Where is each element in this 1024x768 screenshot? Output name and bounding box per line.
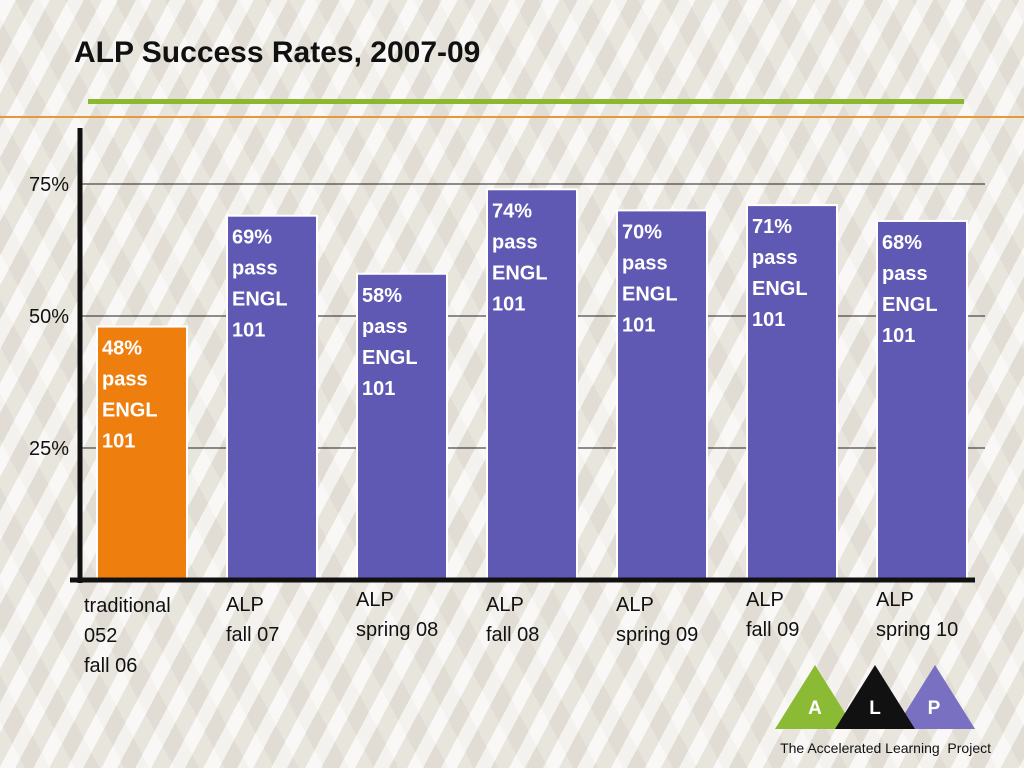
bar-data-label: pass (882, 263, 928, 285)
bar-data-label: 58% (362, 285, 402, 307)
x-category-label: fall 08 (486, 624, 539, 646)
bar-data-label: ENGL (622, 283, 678, 305)
x-category-label: fall 07 (226, 624, 279, 646)
y-tick-label: 50% (29, 306, 69, 328)
bar-data-label: 69% (232, 227, 272, 249)
bar-data-label: 101 (492, 293, 525, 315)
x-category-label: ALP (616, 594, 654, 616)
x-category-label: traditional (84, 595, 171, 617)
bar-data-label: ENGL (882, 294, 938, 316)
logo-triangle-p (895, 665, 975, 729)
bar-data-label: pass (492, 231, 538, 253)
bar-data-label: 101 (622, 314, 655, 336)
title-underline-green (88, 99, 964, 104)
bar-data-label: ENGL (492, 262, 548, 284)
alp-logo: A L P (775, 665, 975, 729)
bar-data-label: 48% (102, 338, 142, 360)
logo-letter-l: L (869, 698, 881, 719)
bar-data-label: pass (752, 247, 798, 269)
x-category-label: fall 06 (84, 655, 137, 677)
bar-data-label: pass (622, 252, 668, 274)
x-category-label: ALP (746, 589, 784, 611)
x-category-label: spring 09 (616, 624, 698, 646)
x-category-label: ALP (486, 594, 524, 616)
logo-letter-a: A (808, 698, 822, 719)
bar-data-label: pass (232, 258, 278, 280)
x-category-label: fall 09 (746, 619, 799, 641)
logo-triangle-l (835, 665, 915, 729)
bar (876, 219, 968, 582)
bar-data-label: 70% (622, 221, 662, 243)
x-category-label: ALP (226, 594, 264, 616)
bar-data-label: ENGL (752, 278, 808, 300)
bar (96, 325, 188, 581)
logo-letter-p: P (928, 698, 941, 719)
bar (226, 214, 318, 581)
bar-data-label: 101 (882, 325, 915, 347)
bar-data-label: 101 (102, 431, 135, 453)
bar-data-label: 101 (752, 309, 785, 331)
x-category-label: ALP (356, 589, 394, 611)
bar (356, 272, 448, 581)
bar-data-label: 68% (882, 232, 922, 254)
bar-chart: 25% 50% 75% 48% pass ENGL 101 traditional 052 fal… (29, 128, 985, 677)
bar-data-label: ENGL (102, 400, 158, 422)
y-tick-label: 75% (29, 174, 69, 196)
x-category-label: spring 08 (356, 619, 438, 641)
footer-text: The Accelerated Learning Project (780, 740, 991, 756)
bar-data-label: 74% (492, 200, 532, 222)
x-category-label: ALP (876, 589, 914, 611)
slide-title: ALP Success Rates, 2007-09 (74, 36, 481, 69)
bar-data-label: 101 (232, 320, 265, 342)
x-category-label: spring 10 (876, 619, 958, 641)
y-tick-label: 25% (29, 438, 69, 460)
bar-data-label: ENGL (232, 289, 288, 311)
bar (486, 188, 578, 581)
bar-data-label: pass (102, 369, 148, 391)
bar-data-label: 101 (362, 378, 395, 400)
bar (616, 209, 708, 581)
logo-triangle-a (775, 665, 855, 729)
bar (746, 204, 838, 581)
bar-data-label: 71% (752, 216, 792, 238)
title-underline-orange (0, 116, 1024, 118)
bar-data-label: ENGL (362, 347, 418, 369)
bar-data-label: pass (362, 316, 408, 338)
x-category-label: 052 (84, 625, 117, 647)
